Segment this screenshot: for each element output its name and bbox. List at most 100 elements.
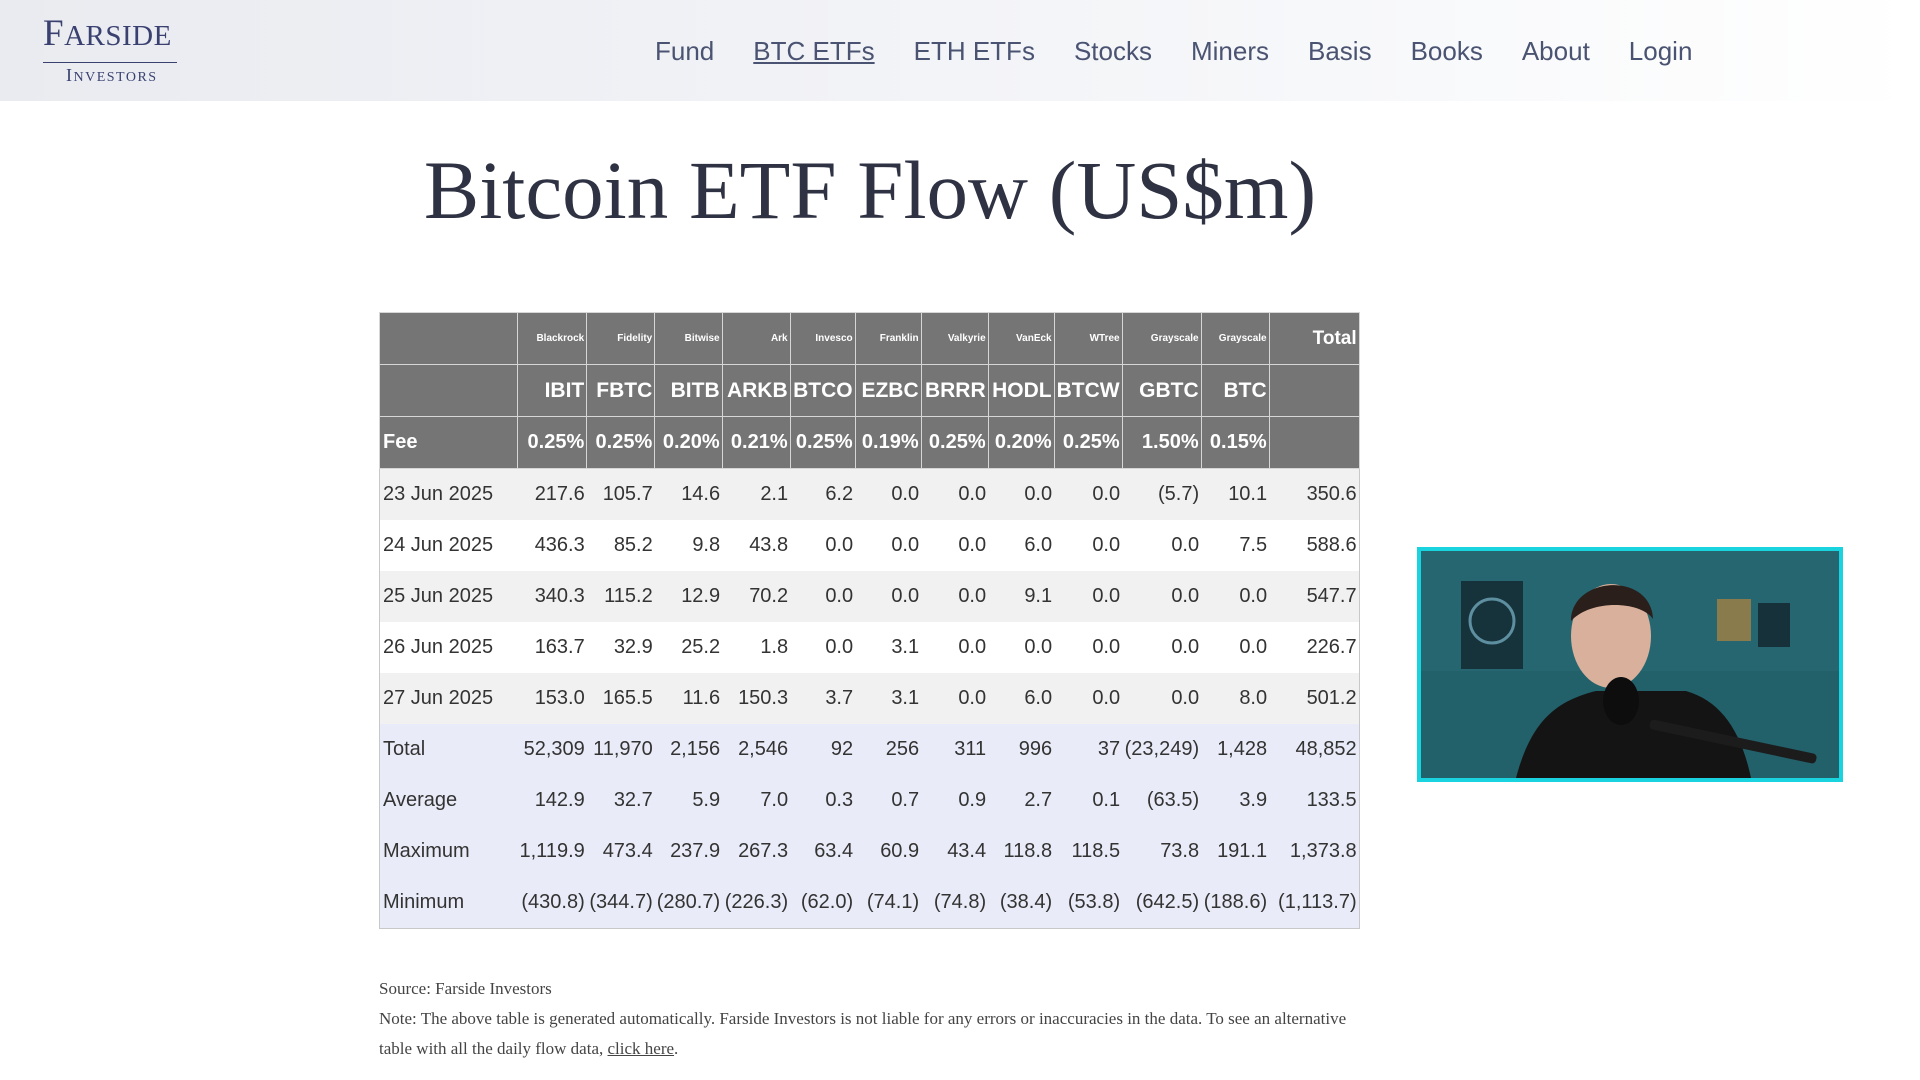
logo-subtitle-svg: INVESTORS	[66, 65, 156, 85]
summary-cell: 2,156	[654, 724, 723, 775]
summary-label: Maximum	[379, 826, 518, 877]
flow-table-container: Blackrock Fidelity Bitwise Ark Invesco Frankl…	[379, 312, 1360, 929]
fee-value: 1.50%	[1121, 416, 1202, 469]
table-row: 27 Jun 2025 153.0 165.5 11.6 150.3 3.7 3.1 0.0 6…	[379, 673, 1360, 724]
flow-cell: 115.2	[586, 571, 655, 622]
ticker-header: HODL	[987, 364, 1055, 417]
nav-login[interactable]: Login	[1628, 36, 1693, 66]
summary-cell: 1,428	[1201, 724, 1270, 775]
flow-cell: 0.0	[790, 622, 856, 673]
summary-cell: 52,309	[517, 724, 587, 775]
summary-label: Minimum	[379, 877, 518, 929]
summary-cell: 0.7	[855, 775, 922, 826]
fee-value: 0.25%	[789, 416, 856, 469]
issuer-header: Blackrock	[516, 312, 588, 365]
farside-logo[interactable]: FARSIDE INVESTORS	[43, 13, 178, 85]
summary-cell: 118.5	[1054, 826, 1123, 877]
flow-cell: 0.0	[1122, 520, 1202, 571]
header-blank	[1268, 416, 1360, 469]
logo-subtitle: INVESTORS	[43, 65, 178, 89]
summary-cell: 0.9	[921, 775, 989, 826]
nav-stocks[interactable]: Stocks	[1073, 36, 1152, 66]
summary-cell: (430.8)	[517, 877, 587, 929]
summary-cell: (62.0)	[790, 877, 856, 929]
summary-cell: (74.1)	[855, 877, 922, 929]
summary-cell: 37	[1054, 724, 1123, 775]
flow-cell: 0.0	[1054, 571, 1123, 622]
ticker-header: BITB	[654, 364, 723, 417]
flow-cell: 3.1	[855, 673, 922, 724]
fee-value: 0.19%	[854, 416, 922, 469]
main-nav: Fund BTC ETFs ETH ETFs Stocks Miners Basis Boo…	[655, 35, 1731, 69]
ticker-header: BTCW	[1053, 364, 1123, 417]
ticker-header: BTCO	[789, 364, 856, 417]
source-note: Source: Farside Investors	[379, 979, 552, 998]
summary-cell: 92	[790, 724, 856, 775]
nav-btc-etfs[interactable]: BTC ETFs	[753, 36, 875, 66]
summary-cell: 73.8	[1122, 826, 1202, 877]
fee-value: 0.25%	[516, 416, 588, 469]
issuer-header: Grayscale	[1200, 312, 1270, 365]
header-blank	[379, 364, 518, 417]
row-date: 25 Jun 2025	[379, 571, 518, 622]
flow-cell: 8.0	[1201, 673, 1270, 724]
ticker-header: EZBC	[854, 364, 922, 417]
flow-cell: 0.0	[921, 520, 989, 571]
summary-cell: (642.5)	[1122, 877, 1202, 929]
issuer-header: Fidelity	[586, 312, 656, 365]
issuer-header: Invesco	[789, 312, 856, 365]
flow-cell: 0.0	[790, 571, 856, 622]
btc-etf-flow-table: Blackrock Fidelity Bitwise Ark Invesco Frankl…	[379, 312, 1360, 929]
nav-basis[interactable]: Basis	[1308, 36, 1372, 66]
flow-cell: 0.0	[988, 468, 1055, 520]
summary-row-maximum: Maximum 1,119.9 473.4 237.9 267.3 63.4 60.9 43.…	[379, 826, 1360, 877]
issuer-header: Franklin	[854, 312, 922, 365]
flow-cell: 0.0	[921, 673, 989, 724]
row-total: 588.6	[1269, 520, 1360, 571]
flow-cell: 0.0	[1054, 673, 1123, 724]
ticker-header: GBTC	[1121, 364, 1202, 417]
flow-cell: 217.6	[517, 468, 587, 520]
fee-value: 0.25%	[920, 416, 989, 469]
flow-cell: 0.0	[921, 468, 989, 520]
flow-cell: 14.6	[654, 468, 723, 520]
webcam-overlay	[1417, 547, 1843, 782]
flow-cell: 11.6	[654, 673, 723, 724]
click-here-link[interactable]: click here	[607, 1039, 675, 1058]
summary-total: 1,373.8	[1269, 826, 1360, 877]
nav-books[interactable]: Books	[1410, 36, 1483, 66]
row-date: 23 Jun 2025	[379, 468, 518, 520]
nav-miners[interactable]: Miners	[1190, 36, 1269, 66]
fee-value: 0.15%	[1200, 416, 1270, 469]
nav-eth-etfs[interactable]: ETH ETFs	[913, 36, 1035, 66]
table-notes: Source: Farside Investors Note: The abov…	[379, 974, 1359, 1064]
ticker-header: FBTC	[586, 364, 656, 417]
summary-row-total: Total 52,309 11,970 2,156 2,546 92 256 311 996 37…	[379, 724, 1360, 775]
row-date: 26 Jun 2025	[379, 622, 518, 673]
flow-cell: 0.0	[790, 520, 856, 571]
flow-cell: 1.8	[722, 622, 791, 673]
logo-rule	[43, 62, 177, 63]
summary-cell: (74.8)	[921, 877, 989, 929]
flow-cell: 85.2	[586, 520, 655, 571]
nav-fund[interactable]: Fund	[655, 36, 715, 66]
bitcoin-poster-icon	[1468, 597, 1516, 645]
issuer-header: VanEck	[987, 312, 1055, 365]
flow-cell: (5.7)	[1122, 468, 1202, 520]
summary-cell: 237.9	[654, 826, 723, 877]
flow-cell: 12.9	[654, 571, 723, 622]
flow-cell: 10.1	[1201, 468, 1270, 520]
row-total: 501.2	[1269, 673, 1360, 724]
flow-cell: 6.2	[790, 468, 856, 520]
issuer-header: Valkyrie	[920, 312, 989, 365]
issuer-header: Bitwise	[654, 312, 723, 365]
summary-cell: (38.4)	[988, 877, 1055, 929]
summary-label: Average	[379, 775, 518, 826]
nav-about[interactable]: About	[1521, 36, 1590, 66]
summary-cell: 191.1	[1201, 826, 1270, 877]
table-row: 24 Jun 2025 436.3 85.2 9.8 43.8 0.0 0.0 0.0 6.0 0…	[379, 520, 1360, 571]
summary-cell: 311	[921, 724, 989, 775]
flow-cell: 3.7	[790, 673, 856, 724]
summary-cell: (226.3)	[722, 877, 791, 929]
summary-cell: (53.8)	[1054, 877, 1123, 929]
